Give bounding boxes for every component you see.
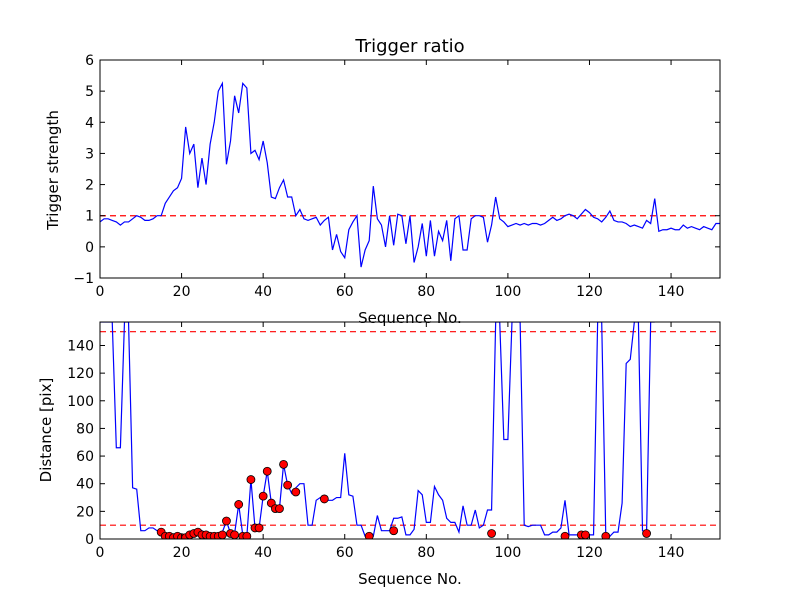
distance-chart: Sequence No. Distance [pix] 0 20 40 60 80 100… (37, 321, 721, 588)
y-tick-label: 6 (85, 53, 94, 69)
x-tick-label: 140 (658, 545, 685, 561)
data-point-marker (258, 491, 268, 501)
plot-area (100, 322, 720, 539)
axes-frame (99, 59, 721, 279)
y-tick-label: 120 (67, 366, 94, 382)
data-point-marker (217, 530, 227, 539)
y-tick-label: 2 (85, 178, 94, 194)
data-point-marker (222, 516, 231, 526)
y-tick-label: 60 (76, 449, 94, 465)
x-tick-label: 0 (96, 545, 105, 561)
x-tick-label: 100 (495, 545, 522, 561)
data-point-marker (275, 504, 284, 513)
data-point-marker (246, 475, 256, 484)
data-point-marker (242, 531, 252, 539)
data-point-marker (487, 529, 496, 538)
data-point-marker (262, 466, 272, 476)
data-point-marker (234, 500, 244, 509)
x-axis-label: Sequence No. (358, 570, 462, 588)
x-tick-label: 120 (576, 284, 603, 300)
x-tick-label: 140 (658, 284, 685, 300)
axes-frame (99, 321, 721, 540)
x-tick-label: 20 (173, 545, 191, 561)
data-point-marker (230, 530, 240, 539)
data-point-marker (319, 494, 329, 504)
data-point-marker (389, 526, 399, 536)
data-point-marker (560, 531, 570, 539)
y-tick-label: 100 (67, 394, 94, 410)
chart-title: Trigger ratio (354, 36, 464, 57)
x-axis-label: Sequence No. (358, 309, 462, 327)
trigger-ratio-chart: Trigger ratio Sequence No. Trigger stren… (44, 36, 721, 327)
x-tick-label: 60 (336, 545, 354, 561)
x-tick-label: 0 (96, 284, 105, 300)
y-tick-label: 40 (76, 477, 94, 493)
x-tick-label: 100 (495, 284, 522, 300)
x-tick-label: 20 (173, 284, 191, 300)
data-point-marker (580, 530, 590, 539)
y-tick-label: 1 (85, 209, 94, 225)
y-tick-label: 0 (85, 532, 94, 548)
plot-area (100, 81, 720, 268)
x-tick-label: 80 (417, 284, 435, 300)
data-point-marker (283, 480, 293, 490)
data-point-marker (279, 459, 288, 469)
y-axis-label: Distance [pix] (37, 378, 55, 483)
y-tick-label: 80 (76, 421, 94, 437)
y-tick-label: 20 (76, 504, 94, 520)
data-point-marker (254, 523, 264, 533)
data-point-marker (364, 531, 374, 539)
x-tick-label: 40 (254, 284, 272, 300)
y-tick-label: 0 (85, 240, 94, 256)
y-tick-label: 140 (67, 338, 94, 354)
y-tick-label: 5 (85, 84, 94, 100)
data-point-marker (291, 487, 301, 497)
y-tick-label: 3 (85, 146, 94, 162)
x-tick-label: 120 (576, 545, 603, 561)
y-axis-label: Trigger strength (44, 110, 62, 231)
y-tick-label: 4 (85, 115, 94, 131)
y-tick-label: −1 (73, 271, 94, 287)
x-tick-label: 40 (254, 545, 272, 561)
x-tick-label: 80 (417, 545, 435, 561)
data-point-marker (642, 529, 651, 538)
data-point-marker (601, 531, 611, 539)
series-line (100, 81, 720, 268)
x-tick-label: 60 (336, 284, 354, 300)
